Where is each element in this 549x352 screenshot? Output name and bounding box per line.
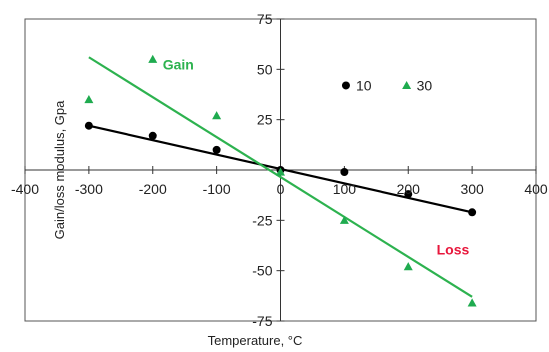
data-marks xyxy=(84,54,477,307)
y-tick-label: -75 xyxy=(252,313,272,329)
annotations: Gain Loss xyxy=(163,56,470,257)
y-tick-label: -25 xyxy=(252,212,272,228)
legend: 10 30 xyxy=(341,77,433,93)
data-point xyxy=(468,208,477,217)
x-tick-label: -200 xyxy=(139,181,167,197)
x-axis-title-unit: °C xyxy=(288,333,303,348)
x-axis-title-text: Temperature, xyxy=(208,333,288,348)
legend-marker xyxy=(402,80,412,90)
data-point xyxy=(340,168,349,177)
y-tick-label: 75 xyxy=(257,11,273,27)
data-point xyxy=(404,190,413,199)
data-point xyxy=(467,298,477,307)
data-point xyxy=(148,54,158,63)
x-tick-label: 400 xyxy=(524,181,548,197)
x-tick-label: 300 xyxy=(460,181,484,197)
legend-marker xyxy=(341,81,350,90)
x-tick-label: -400 xyxy=(11,181,39,197)
y-axis-title: Gain/loss modulus, Gpa xyxy=(52,100,67,240)
data-point xyxy=(212,111,222,120)
trend-line xyxy=(88,56,473,298)
data-point xyxy=(212,145,221,154)
x-axis-title: Temperature, °C xyxy=(208,333,303,348)
annotation-label: Loss xyxy=(437,242,470,258)
legend-label: 10 xyxy=(356,77,372,93)
data-point xyxy=(339,215,349,224)
x-tick-label: -300 xyxy=(75,181,103,197)
x-tick-label: 100 xyxy=(333,181,357,197)
x-tick-label: 200 xyxy=(397,181,421,197)
data-point xyxy=(403,262,413,271)
y-tick-label: 25 xyxy=(257,112,273,128)
y-tick-label: 50 xyxy=(257,61,273,77)
x-tick-label: 0 xyxy=(277,181,285,197)
data-point xyxy=(148,131,157,140)
annotation-label: Gain xyxy=(163,56,194,72)
tick-labels: -400 -300 -200 -100 0 100 200 300 400 -75 -50 -25 25… xyxy=(11,11,548,329)
y-tick-label: -50 xyxy=(252,263,272,279)
x-tick-label: -100 xyxy=(203,181,231,197)
legend-label: 30 xyxy=(417,77,433,93)
data-point xyxy=(84,95,94,104)
data-point xyxy=(276,167,285,176)
data-point xyxy=(84,121,93,130)
